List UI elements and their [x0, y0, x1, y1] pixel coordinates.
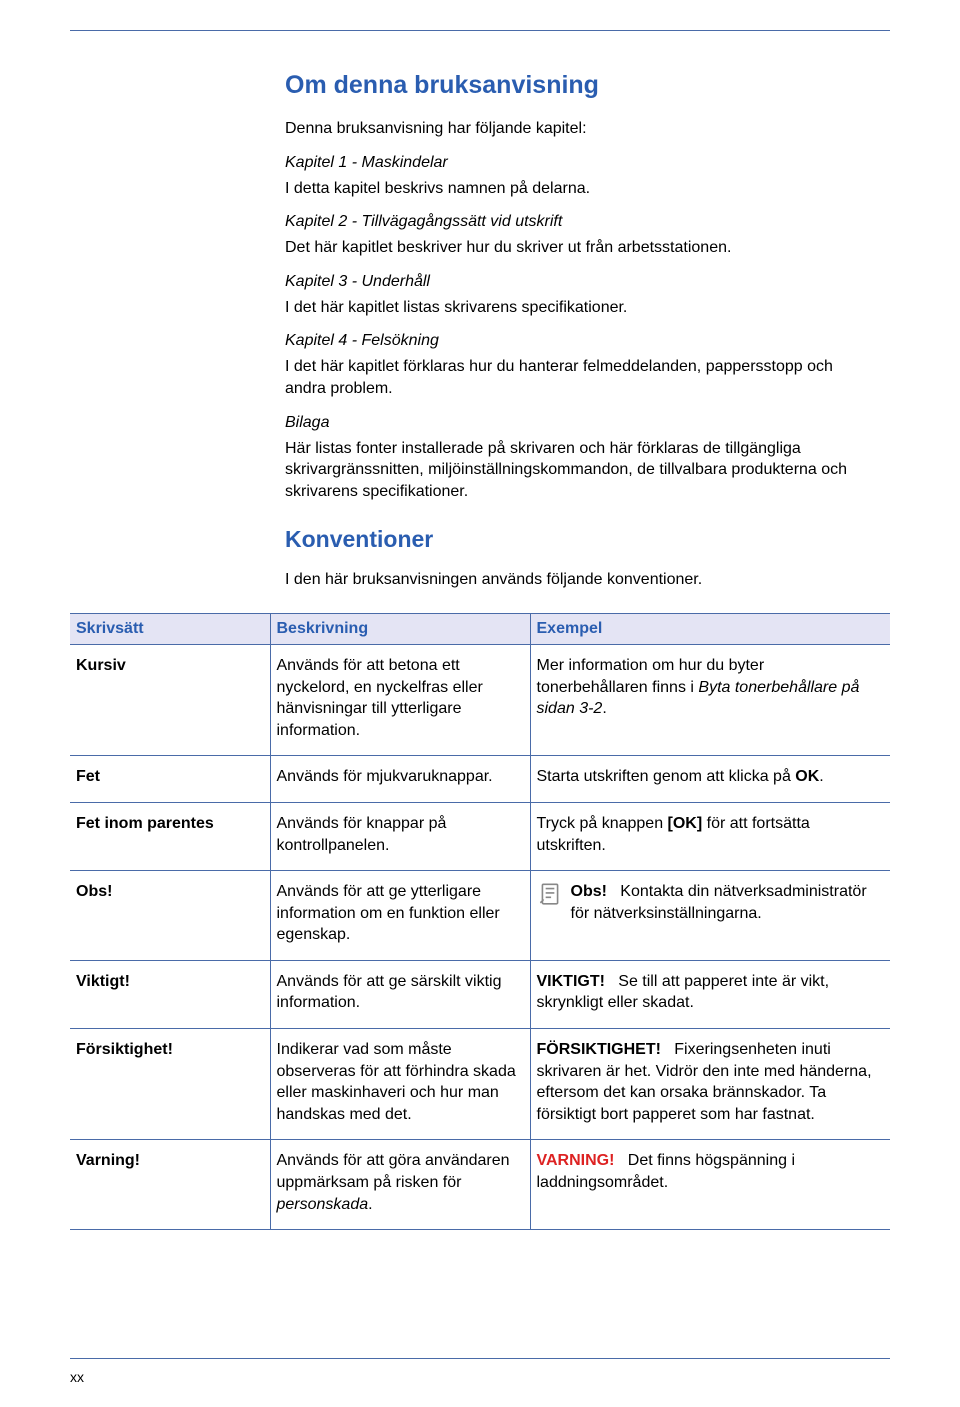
row-fetparen-example: Tryck på knappen [OK] för att fortsätta … [530, 802, 890, 870]
text: . [602, 700, 606, 717]
row-varning-example: VARNING! Det finns högspänning i laddnin… [530, 1140, 890, 1230]
body-text: Kontakta din nätverksadministratör för n… [571, 883, 867, 922]
intro-text: Denna bruksanvisning har följande kapite… [285, 118, 870, 140]
row-fet-desc: Används för mjukvaruknappar. [270, 756, 530, 803]
row-varning-desc: Används för att göra användaren uppmärks… [270, 1140, 530, 1230]
row-viktigt-desc: Används för att ge särskilt viktig infor… [270, 960, 530, 1028]
chapter4-title: Kapitel 4 - Felsökning [285, 332, 870, 350]
table-row: Försiktighet! Indikerar vad som måste ob… [70, 1029, 890, 1140]
conventions-heading: Konventioner [285, 526, 870, 553]
lead-text: VIKTIGT! [537, 973, 605, 990]
row-viktigt-example: VIKTIGT! Se till att papperet inte är vi… [530, 960, 890, 1028]
page-title: Om denna bruksanvisning [285, 71, 870, 100]
row-obs-desc: Används för att ge ytterligare informati… [270, 871, 530, 961]
row-fetparen-desc: Används för knappar på kontrollpanelen. [270, 802, 530, 870]
row-viktigt-label: Viktigt! [70, 960, 270, 1028]
row-fors-example: FÖRSIKTIGHET! Fixeringsenheten inuti skr… [530, 1029, 890, 1140]
intro-block: Om denna bruksanvisning Denna bruksanvis… [285, 71, 870, 591]
text: Tryck på knappen [537, 815, 668, 832]
table-row: Kursiv Används för att betona ett nyckel… [70, 644, 890, 755]
note-text: Obs! Kontakta din nätverksadministratör … [571, 881, 879, 924]
conventions-table: Skrivsätt Beskrivning Exempel Kursiv Anv… [70, 613, 890, 1230]
top-rule [70, 30, 890, 31]
row-obs-example: Obs! Kontakta din nätverksadministratör … [530, 871, 890, 961]
row-kursiv-desc: Används för att betona ett nyckelord, en… [270, 644, 530, 755]
text: Starta utskriften genom att klicka på [537, 768, 796, 785]
table-row: Viktigt! Används för att ge särskilt vik… [70, 960, 890, 1028]
row-fetparen-label: Fet inom parentes [70, 802, 270, 870]
table-row: Fet inom parentes Används för knappar på… [70, 802, 890, 870]
lead-text: FÖRSIKTIGHET! [537, 1041, 661, 1058]
table-row: Fet Används för mjukvaruknappar. Starta … [70, 756, 890, 803]
text: . [819, 768, 823, 785]
conventions-intro: I den här bruksanvisningen används följa… [285, 569, 870, 591]
bilaga-title: Bilaga [285, 414, 870, 432]
lead-text: Obs! [571, 883, 607, 900]
chapter1-body: I detta kapitel beskrivs namnen på delar… [285, 178, 870, 200]
table-header-row: Skrivsätt Beskrivning Exempel [70, 613, 890, 644]
col-header-exempel: Exempel [530, 613, 890, 644]
chapter2-title: Kapitel 2 - Tillvägagångssätt vid utskri… [285, 213, 870, 231]
chapter2-body: Det här kapitlet beskriver hur du skrive… [285, 237, 870, 259]
chapter3-title: Kapitel 3 - Underhåll [285, 273, 870, 291]
col-header-beskrivning: Beskrivning [270, 613, 530, 644]
bold-text: [OK] [668, 815, 703, 832]
col-header-skrivsatt: Skrivsätt [70, 613, 270, 644]
row-obs-label: Obs! [70, 871, 270, 961]
note-icon [537, 881, 563, 907]
bold-text: OK [795, 768, 819, 785]
table-row: Varning! Används för att göra användaren… [70, 1140, 890, 1230]
row-varning-label: Varning! [70, 1140, 270, 1230]
chapter3-body: I det här kapitlet listas skrivarens spe… [285, 297, 870, 319]
row-fors-label: Försiktighet! [70, 1029, 270, 1140]
chapter4-body: I det här kapitlet förklaras hur du hant… [285, 356, 870, 399]
page-number: xx [70, 1369, 84, 1385]
footer-rule [70, 1358, 890, 1359]
row-kursiv-example: Mer information om hur du byter tonerbeh… [530, 644, 890, 755]
text: Används för att göra användaren uppmärks… [277, 1152, 510, 1191]
bilaga-body: Här listas fonter installerade på skriva… [285, 438, 870, 503]
row-fors-desc: Indikerar vad som måste observeras för a… [270, 1029, 530, 1140]
row-fet-label: Fet [70, 756, 270, 803]
italic-text: personskada [277, 1196, 369, 1213]
text: . [368, 1196, 372, 1213]
row-fet-example: Starta utskriften genom att klicka på OK… [530, 756, 890, 803]
row-kursiv-label: Kursiv [70, 644, 270, 755]
table-row: Obs! Används för att ge ytterligare info… [70, 871, 890, 961]
chapter1-title: Kapitel 1 - Maskindelar [285, 154, 870, 172]
warning-lead: VARNING! [537, 1152, 615, 1169]
